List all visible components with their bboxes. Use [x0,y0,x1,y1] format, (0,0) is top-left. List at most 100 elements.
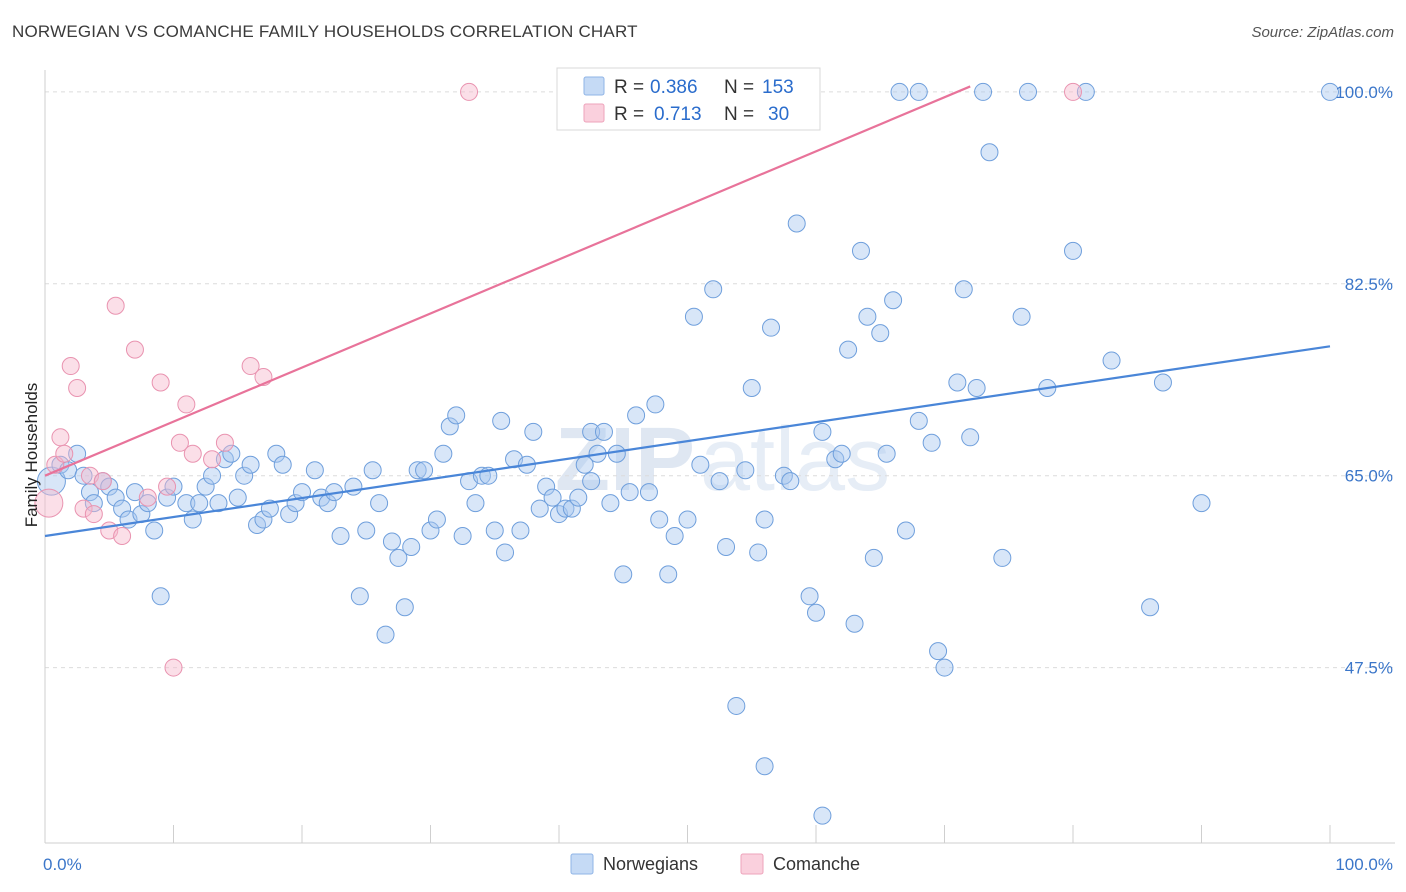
bottom-legend-norwegians: Norwegians [603,854,698,874]
data-point [305,461,324,480]
data-point [382,532,401,551]
data-point [691,455,710,474]
data-point [543,488,562,507]
data-point [877,444,896,463]
data-point [370,494,389,513]
data-point [36,466,66,496]
watermark: ZIP atlas [555,410,890,510]
y-tick-label: 82.5% [1345,275,1393,294]
data-point [807,603,825,622]
legend-swatch-norwegians [583,76,605,96]
data-point [55,444,74,463]
data-point [511,521,530,540]
data-point [858,307,877,326]
data-point [228,488,247,507]
data-point [215,433,234,452]
data-point [530,499,549,518]
data-point [447,406,466,425]
chart-title: NORWEGIAN VS COMANCHE FAMILY HOUSEHOLDS … [12,22,638,41]
data-point [1064,241,1082,260]
data-point [839,340,858,359]
top-legend: R = 0.386 N = 153 R = 0.713 N = 30 [556,67,821,131]
axes [44,70,1395,844]
data-point [51,428,70,447]
data-point [948,373,967,392]
y-axis-label: Family Households [22,383,41,528]
data-point [909,411,928,430]
data-point [415,461,434,480]
data-point [190,494,209,513]
chart-source: Source: ZipAtlas.com [1251,24,1394,41]
trend-line-norwegians [44,345,1331,538]
data-point [440,417,459,436]
data-point [813,422,832,441]
data-point [125,340,144,359]
data-point [755,757,774,776]
bottom-legend-swatch-norwegians [570,853,594,875]
data-point [884,291,903,310]
data-point [241,357,260,376]
data-point [659,565,678,584]
data-point [755,510,774,529]
data-point [678,510,697,529]
data-point [331,526,350,545]
data-point [845,614,864,633]
data-point [646,395,665,414]
data-point [235,466,254,485]
data-point [389,548,408,567]
data-point [350,587,369,606]
data-point [138,488,157,507]
data-point [717,537,736,556]
data-point [222,444,241,463]
data-points [34,82,1339,825]
data-point [974,82,993,101]
data-point [106,296,125,315]
data-point [344,477,363,496]
data-point [466,494,485,513]
data-point [485,521,504,540]
legend-r-label-comanche: R = [614,104,644,125]
data-point [158,488,177,507]
data-point [742,378,761,397]
data-point [684,307,703,326]
data-point [158,477,177,496]
y-tick-label: 100.0% [1335,83,1393,102]
data-point [967,378,986,397]
data-point [727,696,746,715]
legend-r-value-norwegians: 0.386 [650,77,698,98]
legend-n-label-comanche: N = [724,104,754,125]
grid-lines [45,91,1395,669]
data-point [665,526,684,545]
watermark-zip: ZIP [555,410,695,510]
data-point [601,494,620,513]
data-point [34,488,64,518]
data-point [1012,307,1031,326]
data-point [832,444,851,463]
data-point [980,143,999,162]
data-point [607,444,626,463]
data-point [145,521,164,540]
data-point [1102,351,1121,370]
data-point [113,526,132,545]
data-point [492,411,511,430]
series-comanche [34,82,1082,677]
data-point [1192,494,1211,513]
data-point [151,587,170,606]
data-point [434,444,453,463]
data-point [460,82,479,101]
data-point [1153,373,1172,392]
data-point [929,642,948,661]
y-tick-label: 65.0% [1345,467,1393,486]
data-point [954,280,973,299]
data-point [594,422,613,441]
data-point [736,461,755,480]
data-point [496,543,515,562]
data-point [1064,82,1082,101]
data-point [177,395,196,414]
data-point [74,499,93,518]
data-point [864,548,883,567]
legend-r-value-comanche: 0.713 [654,104,702,125]
data-point [74,466,93,485]
data-point [627,406,646,425]
data-point [800,587,819,606]
